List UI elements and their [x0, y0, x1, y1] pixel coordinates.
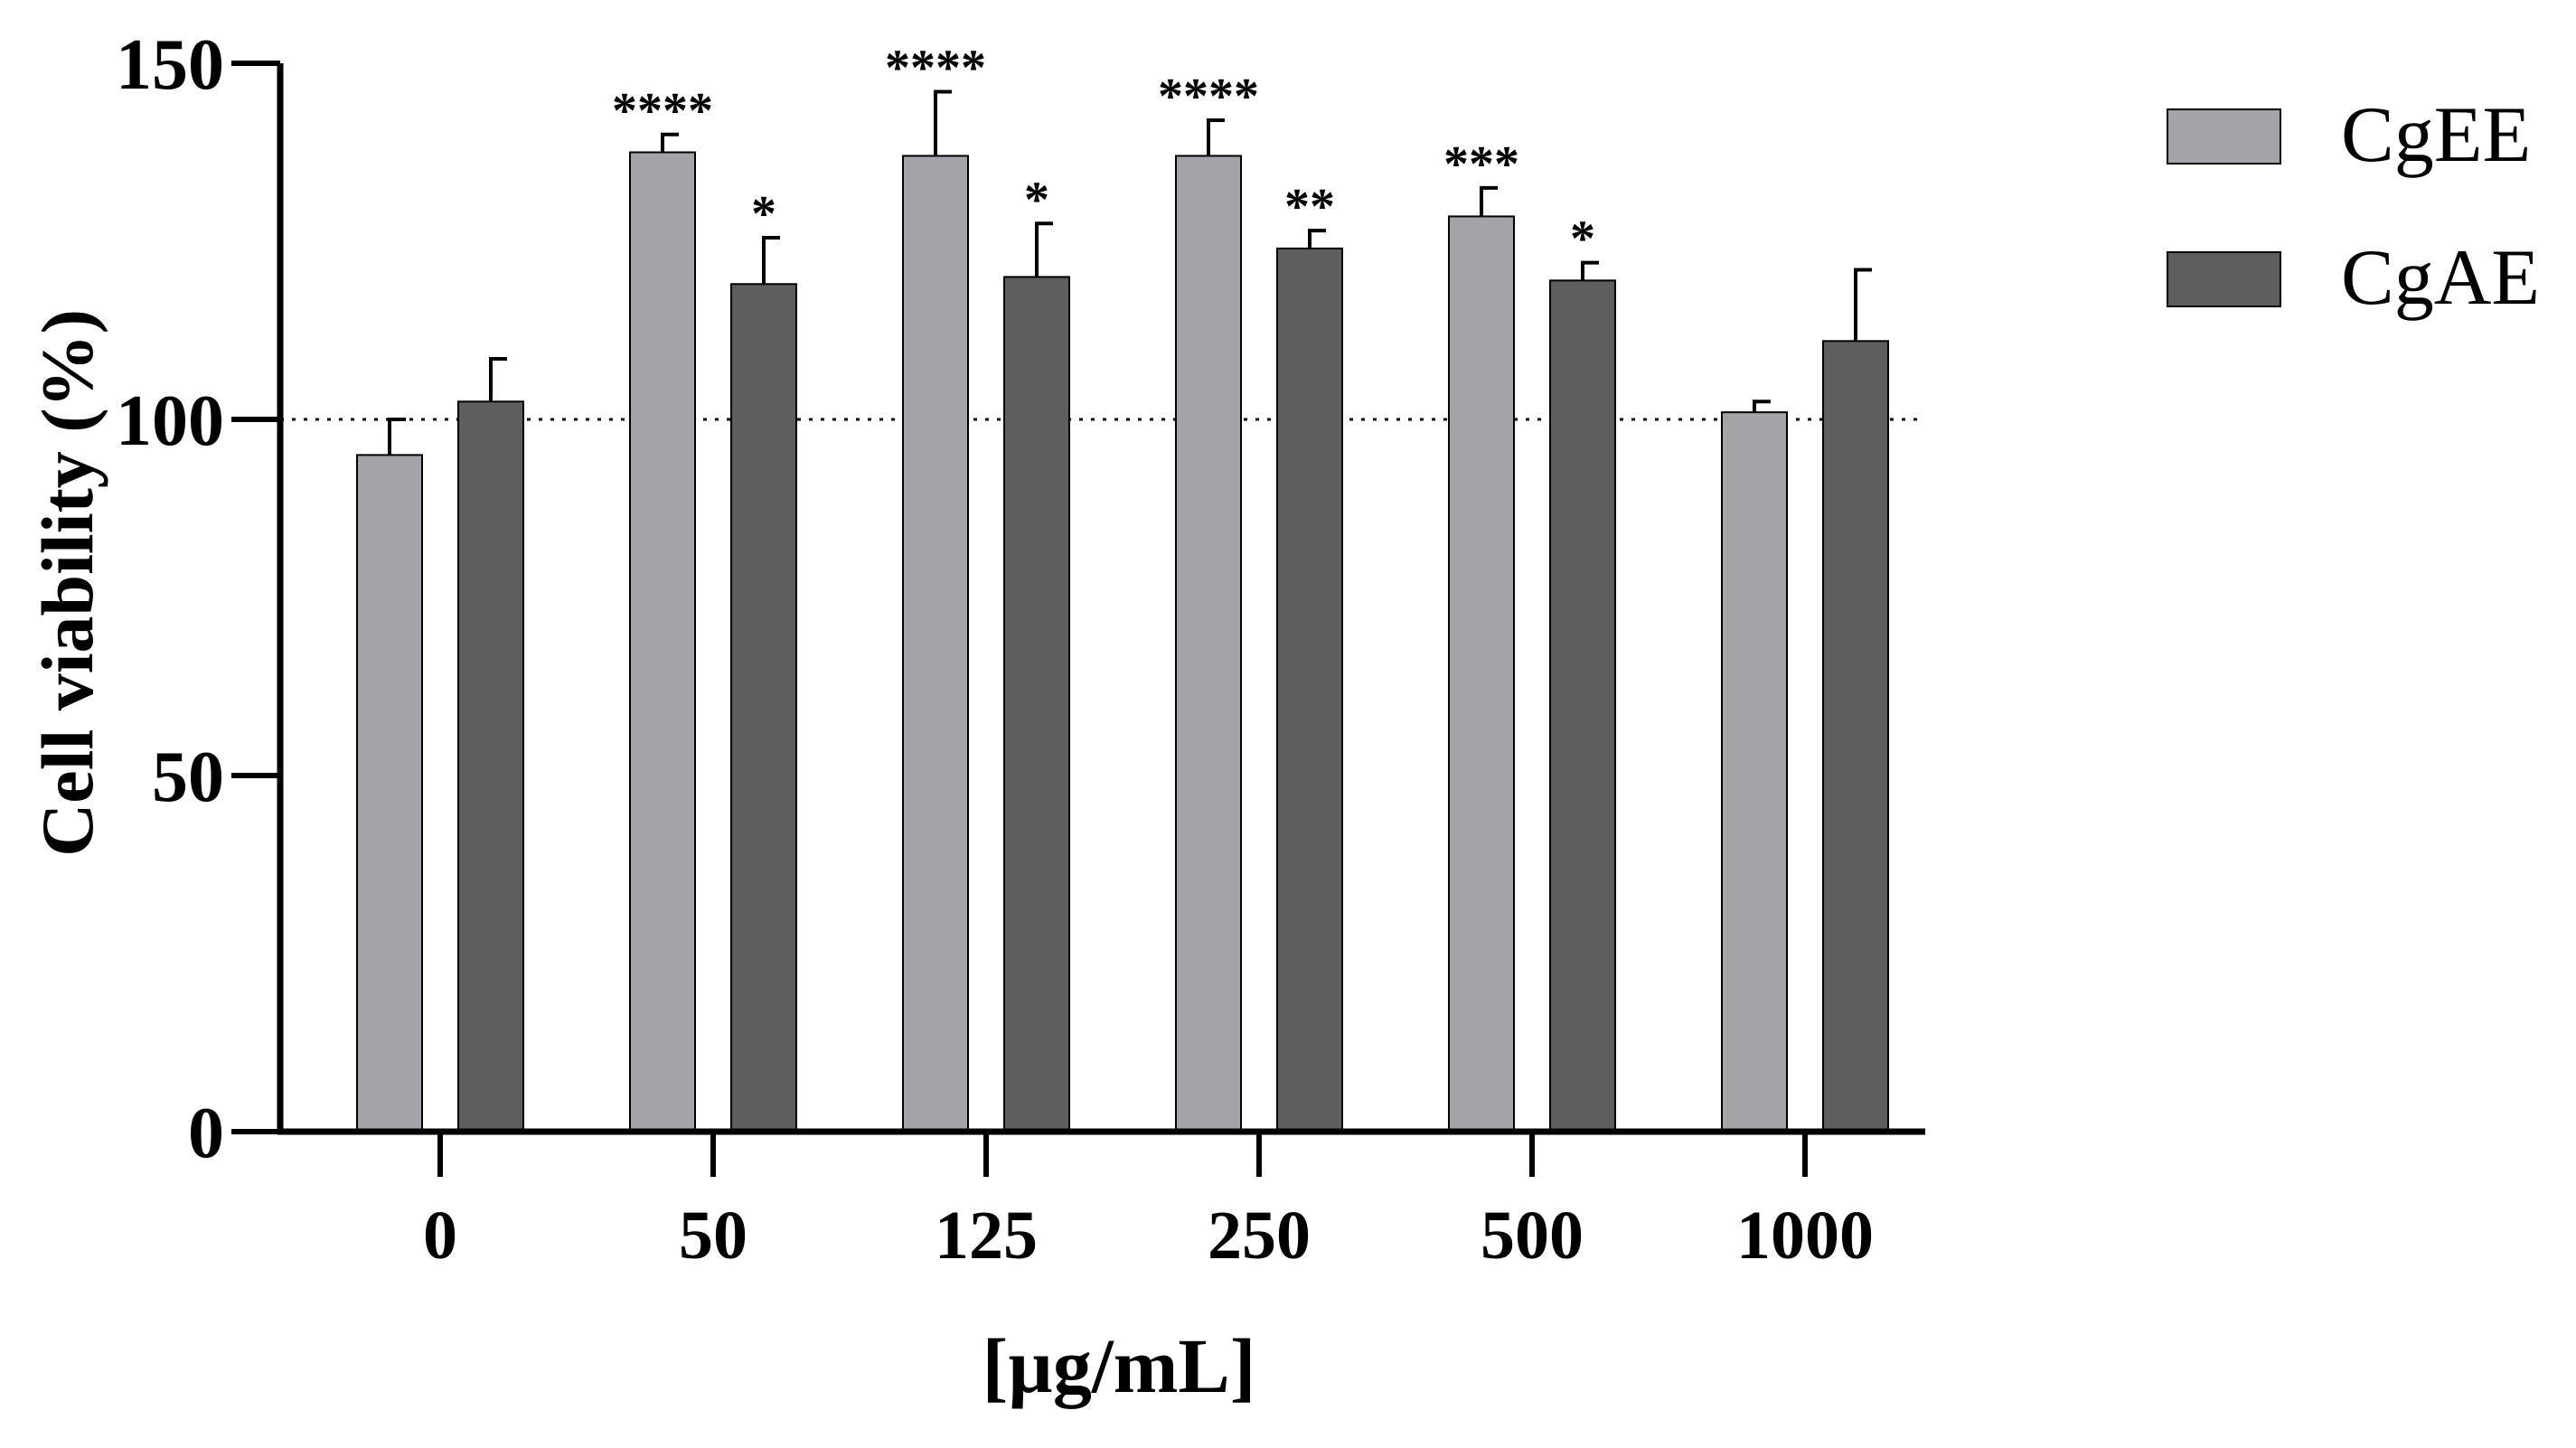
legend-swatch-cgee	[2167, 108, 2281, 165]
legend-swatch-cgae	[2167, 251, 2281, 307]
bar-cgee-500	[1448, 215, 1515, 1133]
x-tick-label-250: 250	[1208, 1198, 1311, 1274]
x-tick-label-50: 50	[679, 1198, 747, 1274]
legend: CgEE CgAE	[2167, 91, 2540, 322]
legend-label-cgee: CgEE	[2341, 91, 2531, 179]
bar-cgae-250	[1276, 247, 1343, 1133]
plot-area: 0*****50*****125******250****500 10000501…	[116, 25, 1925, 1274]
y-tick-label-0: 0	[188, 1094, 224, 1173]
significance-cgae-250: **	[1284, 179, 1335, 235]
bar-cgae-1000	[1822, 340, 1889, 1133]
legend-label-cgae: CgAE	[2341, 234, 2540, 322]
bar-cgee-50	[629, 151, 696, 1133]
significance-cgee-500: ***	[1443, 136, 1519, 193]
x-axis-title: [µg/mL]	[982, 1322, 1256, 1409]
significance-cgee-50: ****	[612, 83, 713, 139]
x-tick-label-0: 0	[423, 1198, 457, 1274]
bar-cgee-0	[356, 454, 423, 1133]
significance-cgae-125: *	[1024, 172, 1049, 228]
y-tick-label-100: 100	[116, 381, 224, 461]
bar-cgae-0	[457, 400, 524, 1133]
bar-cgee-250	[1175, 155, 1242, 1133]
x-tick-label-500: 500	[1481, 1198, 1584, 1274]
bar-cgae-50	[730, 283, 797, 1133]
y-tick-label-50: 50	[152, 738, 224, 817]
bar-cgee-1000	[1721, 411, 1788, 1133]
bar-cgae-125	[1003, 276, 1070, 1133]
x-tick-label-1000: 1000	[1736, 1198, 1874, 1274]
y-tick-label-150: 150	[116, 25, 224, 105]
bar-cgae-500	[1549, 279, 1616, 1133]
y-axis-title: Cell viability (%)	[26, 309, 108, 857]
significance-cgae-50: *	[751, 186, 776, 242]
significance-cgee-125: ****	[885, 41, 986, 97]
x-tick-label-125: 125	[935, 1198, 1038, 1274]
significance-cgae-500: *	[1570, 212, 1595, 268]
bar-cgee-125	[902, 155, 969, 1133]
significance-cgee-250: ****	[1158, 69, 1259, 125]
